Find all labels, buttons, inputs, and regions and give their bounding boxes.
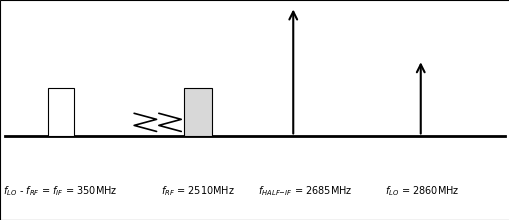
Bar [183, 88, 211, 136]
Text: $f_{HALF\mathsf{-}IF}$ = 2685MHz: $f_{HALF\mathsf{-}IF}$ = 2685MHz [257, 185, 351, 198]
Text: $f_{LO}$ = 2860MHz: $f_{LO}$ = 2860MHz [384, 185, 459, 198]
Text: $f_{LO}$ - $f_{RF}$ = $f_{IF}$ = 350MHz: $f_{LO}$ - $f_{RF}$ = $f_{IF}$ = 350MHz [3, 185, 117, 198]
Bar [48, 88, 74, 136]
Text: $f_{RF}$ = 2510MHz: $f_{RF}$ = 2510MHz [160, 185, 234, 198]
